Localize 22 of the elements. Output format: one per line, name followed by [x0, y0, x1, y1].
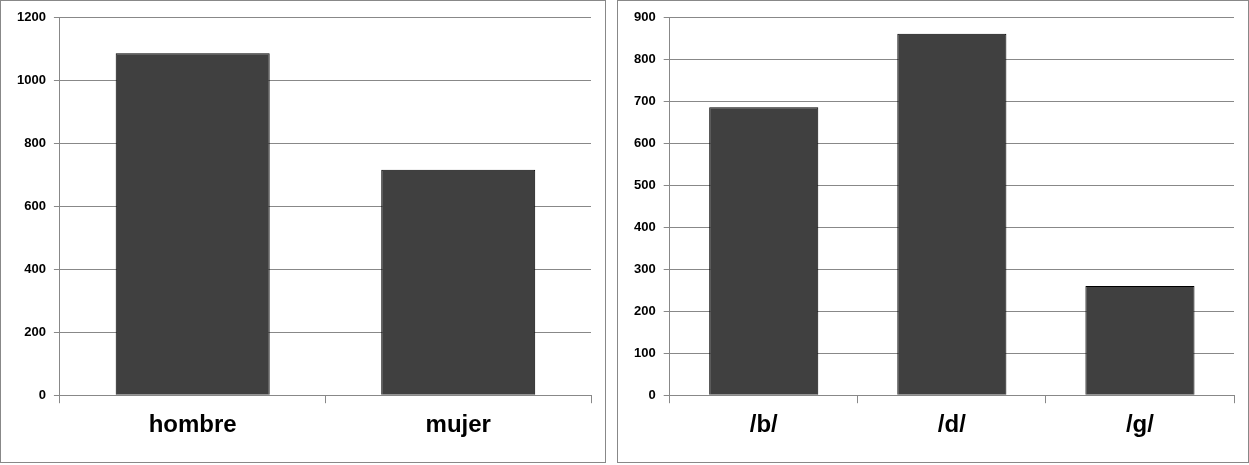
y-tick-label: 300 — [633, 260, 656, 276]
y-tick-label: 100 — [633, 344, 656, 360]
y-tick-label: 600 — [24, 197, 46, 213]
y-tick-label: 200 — [633, 302, 656, 318]
y-tick-label: 800 — [24, 134, 46, 150]
x-tick-label: /d/ — [937, 410, 967, 438]
y-tick-label: 700 — [633, 92, 656, 108]
x-tick-label: /b/ — [749, 410, 779, 438]
x-tick-label: hombre — [148, 410, 237, 438]
y-tick-label: 900 — [633, 8, 656, 24]
y-tick-label: 800 — [633, 50, 656, 66]
y-tick-label: 400 — [633, 218, 656, 234]
y-tick-label: 0 — [648, 386, 656, 402]
y-tick-label: 1200 — [17, 8, 46, 24]
x-tick-label: mujer — [425, 410, 491, 438]
y-tick-label: 600 — [633, 134, 656, 150]
y-tick-label: 400 — [24, 260, 46, 276]
y-tick-label: 500 — [633, 176, 656, 192]
x-tick-label: /g/ — [1125, 410, 1155, 438]
y-tick-label: 200 — [24, 323, 46, 339]
y-tick-label: 0 — [38, 386, 46, 402]
y-tick-label: 1000 — [17, 71, 46, 87]
